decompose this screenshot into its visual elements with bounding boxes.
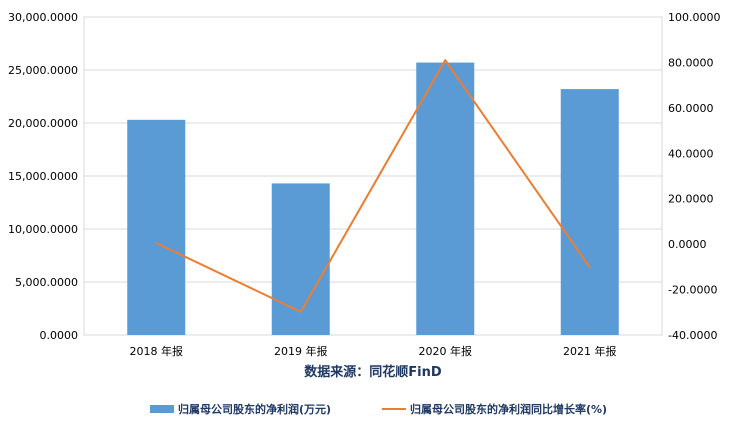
left-tick-label: 25,000.0000 bbox=[8, 64, 78, 77]
bar bbox=[127, 119, 186, 335]
line-point bbox=[155, 242, 158, 244]
legend-line-label: 归属母公司股东的净利润同比增长率(%) bbox=[410, 402, 607, 416]
plot-frame bbox=[83, 16, 663, 336]
left-tick-label: 0.0000 bbox=[40, 329, 79, 342]
line-series bbox=[155, 59, 591, 313]
left-axis: 0.0000 5,000.0000 10,000.0000 15,000.0000 20… bbox=[8, 11, 78, 342]
line-point bbox=[299, 311, 302, 313]
right-tick-label: -20.0000 bbox=[668, 284, 717, 297]
left-tick-label: 10,000.0000 bbox=[8, 223, 78, 236]
x-axis: 2018 年报 2019 年报 2020 年报 2021 年报 bbox=[130, 344, 617, 358]
left-tick-label: 30,000.0000 bbox=[8, 11, 78, 24]
right-tick-label: 80.0000 bbox=[668, 56, 714, 69]
x-tick-label: 2021 年报 bbox=[563, 344, 617, 358]
right-axis: -40.0000 -20.0000 0.0000 20.0000 40.0000 60.0… bbox=[668, 11, 721, 342]
right-tick-label: 60.0000 bbox=[668, 102, 714, 115]
x-tick-label: 2019 年报 bbox=[274, 344, 328, 358]
bar bbox=[560, 89, 619, 335]
left-tick-label: 20,000.0000 bbox=[8, 117, 78, 130]
legend-bar-swatch bbox=[150, 405, 174, 413]
legend: 归属母公司股东的净利润(万元) 归属母公司股东的净利润同比增长率(%) bbox=[150, 402, 607, 416]
growth-line bbox=[155, 59, 591, 313]
bar bbox=[416, 62, 475, 336]
line-point bbox=[444, 59, 447, 61]
right-tick-label: 40.0000 bbox=[668, 147, 714, 160]
left-tick-label: 5,000.0000 bbox=[15, 276, 78, 289]
legend-bar-label: 归属母公司股东的净利润(万元) bbox=[178, 402, 331, 416]
right-tick-label: -40.0000 bbox=[668, 329, 717, 342]
right-tick-label: 20.0000 bbox=[668, 193, 714, 206]
right-tick-label: 0.0000 bbox=[668, 238, 707, 251]
bar-series bbox=[127, 62, 619, 336]
line-point bbox=[588, 266, 591, 269]
x-tick-label: 2018 年报 bbox=[130, 344, 184, 358]
right-tick-label: 100.0000 bbox=[668, 11, 721, 24]
left-tick-label: 15,000.0000 bbox=[8, 170, 78, 183]
bar bbox=[271, 183, 330, 335]
x-tick-label: 2020 年报 bbox=[419, 344, 473, 358]
source-note: 数据来源：同花顺FinD bbox=[304, 364, 442, 380]
